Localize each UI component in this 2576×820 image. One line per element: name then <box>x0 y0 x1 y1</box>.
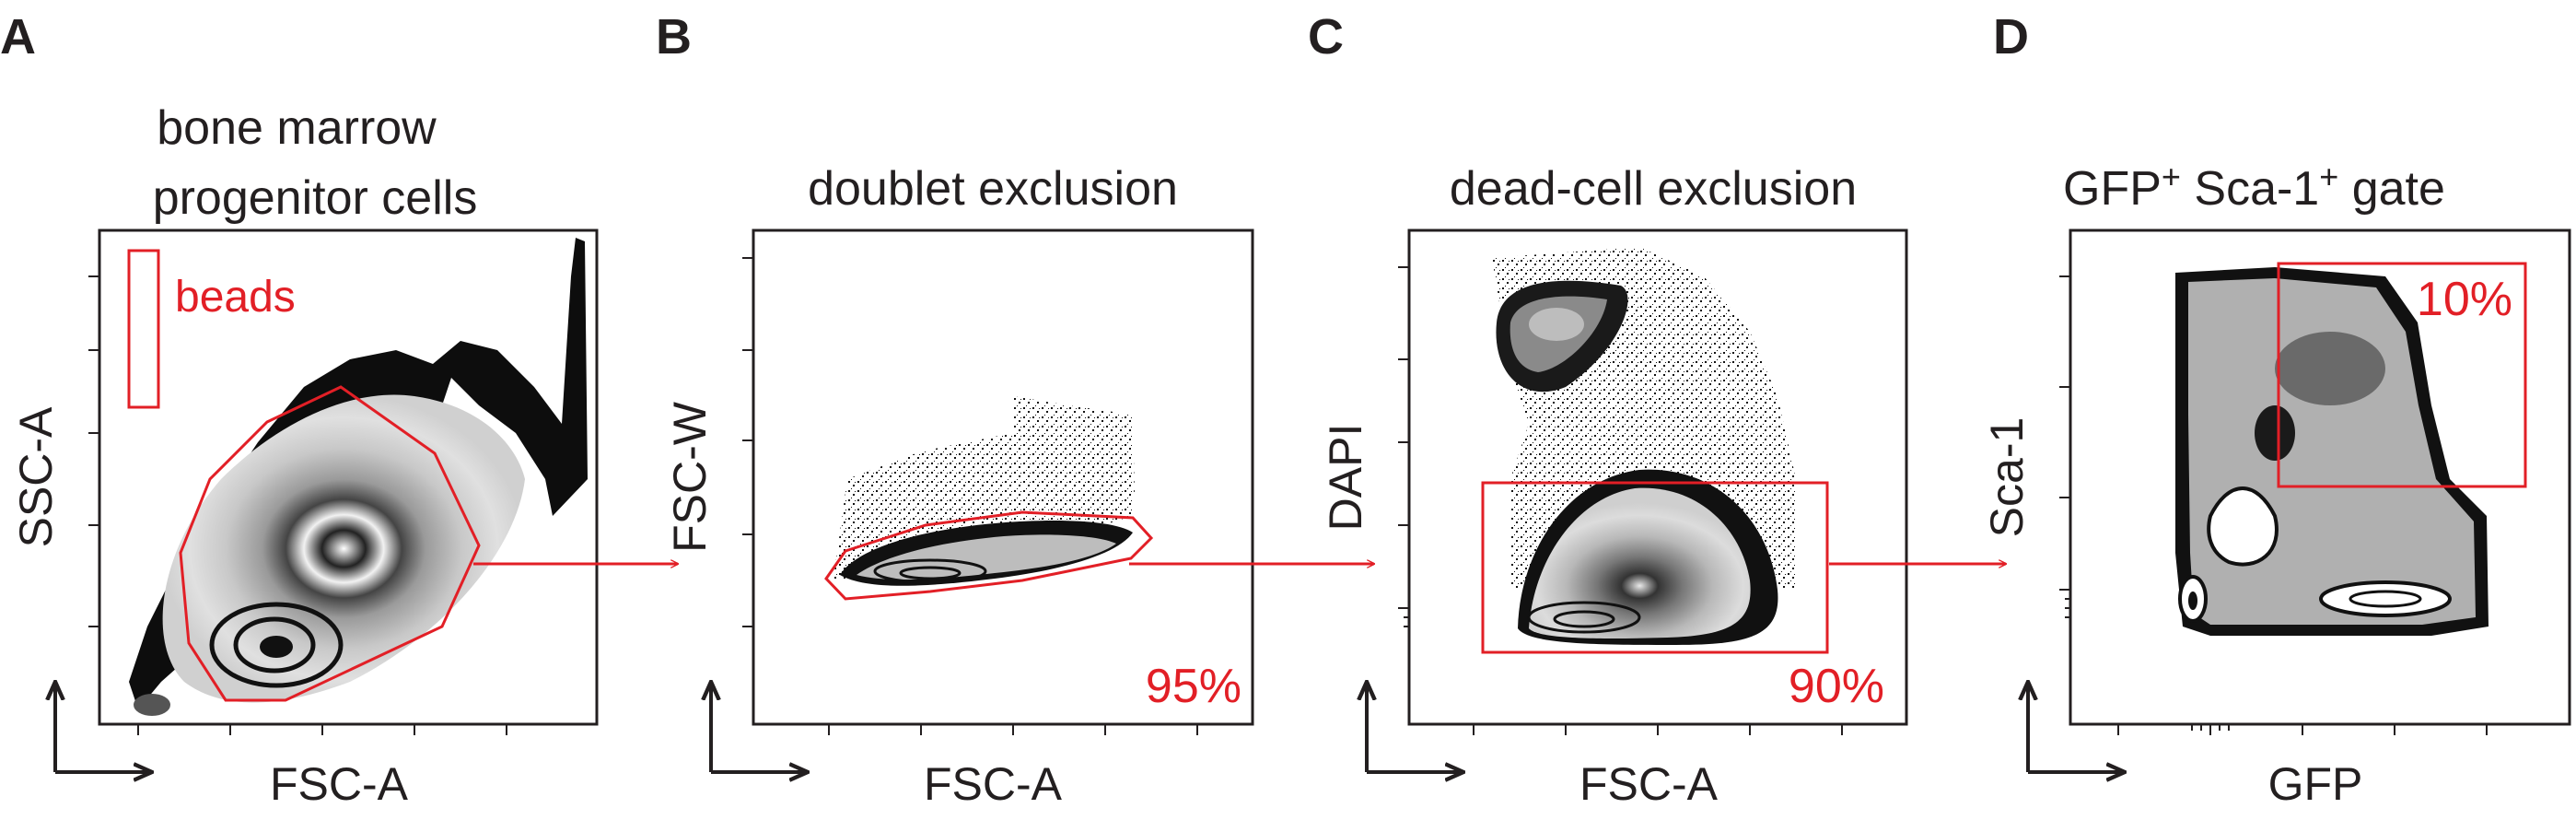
panel-c-ticks <box>1398 266 1843 735</box>
panel-a-beads-gate <box>127 249 160 409</box>
panel-b-x-label: FSC-A <box>924 758 1063 810</box>
panel-a-title-line2: progenitor cells <box>153 171 478 225</box>
panel-d-gfp-sca1-gate <box>2277 262 2527 488</box>
panel-a-plot-frame <box>98 228 599 726</box>
panel-b: B doublet exclusion 95% FSC-A FSC-W <box>656 9 1254 810</box>
panel-a-ticks <box>88 275 507 735</box>
panel-a: A bone marrow progenitor cells beads <box>0 9 599 810</box>
panel-c: C dead-cell exclusion 90% FSC-A DAP <box>1308 9 1908 810</box>
panel-a-title-line1: bone marrow <box>157 101 437 155</box>
panel-d-percentage: 10% <box>2417 273 2512 326</box>
panel-b-percentage: 95% <box>1146 660 1241 713</box>
panel-d: D GFP+ Sca-1+ gate 10% <box>1981 9 2571 810</box>
panel-d-x-label: GFP <box>2268 758 2363 810</box>
panel-b-title: doublet exclusion <box>808 162 1178 216</box>
panel-b-ticks <box>742 257 1198 735</box>
panel-d-y-label: Sca-1 <box>1981 417 2033 538</box>
panel-c-live-cell-gate <box>1481 481 1829 654</box>
panel-b-density-plot <box>833 396 1135 586</box>
panel-letter-b: B <box>656 9 692 64</box>
panel-c-x-label: FSC-A <box>1579 758 1719 810</box>
panel-d-ticks <box>2059 275 2488 735</box>
panel-a-cell-gate <box>179 385 481 702</box>
panel-c-y-label: DAPI <box>1320 424 1371 532</box>
panel-a-y-label: SSC-A <box>10 406 62 547</box>
panel-letter-a: A <box>0 9 36 64</box>
panel-c-percentage: 90% <box>1789 660 1884 713</box>
panel-a-beads-label: beads <box>175 273 296 322</box>
panel-d-plot-frame <box>2069 228 2571 726</box>
panel-a-density-plot <box>129 238 588 716</box>
panel-b-plot-frame <box>752 228 1254 726</box>
panel-b-y-label: FSC-W <box>664 401 716 553</box>
panel-c-title: dead-cell exclusion <box>1450 162 1857 216</box>
panel-c-density-plot <box>1492 247 1796 645</box>
panel-letter-d: D <box>1993 9 2029 64</box>
panel-a-x-label: FSC-A <box>270 758 409 810</box>
panel-d-density-plot <box>2175 267 2489 636</box>
panel-d-title: GFP+ Sca-1+ gate <box>2063 158 2445 216</box>
panel-letter-c: C <box>1308 9 1344 64</box>
panel-b-singlet-gate <box>824 510 1154 601</box>
